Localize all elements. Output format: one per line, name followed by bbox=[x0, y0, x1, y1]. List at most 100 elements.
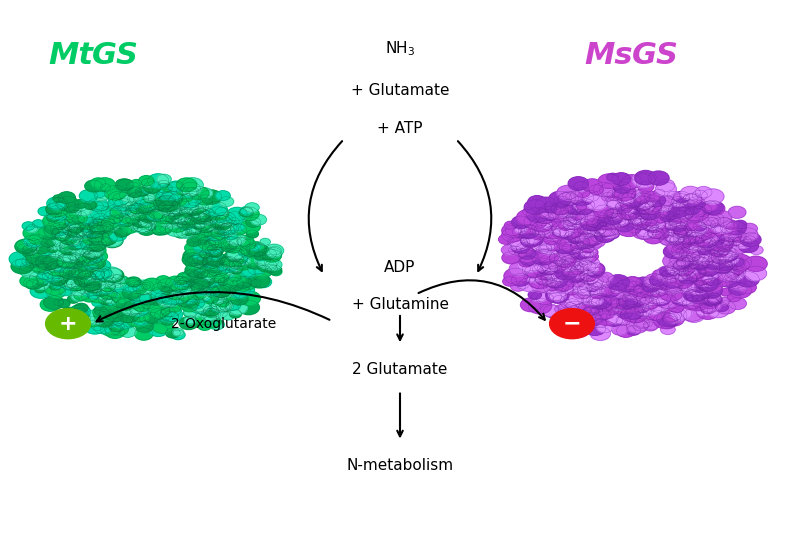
Circle shape bbox=[726, 221, 746, 235]
Circle shape bbox=[187, 209, 204, 220]
Circle shape bbox=[568, 271, 584, 282]
Circle shape bbox=[44, 266, 63, 279]
Circle shape bbox=[634, 318, 650, 328]
Circle shape bbox=[577, 210, 599, 225]
Circle shape bbox=[219, 215, 233, 224]
Circle shape bbox=[670, 306, 692, 320]
Circle shape bbox=[615, 280, 634, 293]
Circle shape bbox=[205, 202, 227, 216]
Circle shape bbox=[563, 220, 577, 230]
Circle shape bbox=[94, 178, 115, 192]
Circle shape bbox=[190, 226, 202, 234]
Circle shape bbox=[70, 210, 82, 218]
Circle shape bbox=[566, 322, 590, 338]
Circle shape bbox=[221, 270, 234, 279]
Circle shape bbox=[667, 224, 687, 238]
Circle shape bbox=[696, 274, 715, 287]
Circle shape bbox=[37, 264, 51, 273]
Circle shape bbox=[66, 227, 84, 240]
Circle shape bbox=[221, 223, 237, 233]
Circle shape bbox=[656, 287, 668, 295]
Circle shape bbox=[210, 263, 226, 274]
Circle shape bbox=[204, 226, 226, 241]
Circle shape bbox=[201, 289, 211, 296]
Circle shape bbox=[628, 216, 641, 225]
Circle shape bbox=[551, 202, 570, 215]
Circle shape bbox=[607, 200, 621, 209]
Circle shape bbox=[79, 190, 98, 202]
Circle shape bbox=[585, 278, 602, 289]
Circle shape bbox=[38, 279, 48, 286]
Circle shape bbox=[692, 295, 705, 303]
Circle shape bbox=[55, 233, 67, 241]
Circle shape bbox=[699, 280, 717, 292]
Circle shape bbox=[695, 187, 712, 198]
Circle shape bbox=[41, 238, 55, 247]
Circle shape bbox=[580, 271, 597, 281]
Circle shape bbox=[580, 280, 602, 295]
Circle shape bbox=[582, 190, 599, 202]
Circle shape bbox=[720, 288, 731, 296]
Circle shape bbox=[614, 189, 628, 198]
Circle shape bbox=[719, 297, 730, 305]
Circle shape bbox=[713, 255, 737, 270]
Circle shape bbox=[206, 261, 224, 273]
Circle shape bbox=[711, 250, 733, 264]
Circle shape bbox=[183, 281, 194, 288]
Circle shape bbox=[99, 305, 120, 319]
Circle shape bbox=[621, 207, 639, 219]
Circle shape bbox=[570, 243, 583, 251]
Text: ADP: ADP bbox=[384, 260, 416, 275]
Circle shape bbox=[77, 225, 94, 237]
Circle shape bbox=[567, 289, 591, 304]
Circle shape bbox=[64, 207, 81, 218]
Circle shape bbox=[132, 219, 153, 232]
Circle shape bbox=[666, 210, 689, 225]
Circle shape bbox=[72, 266, 90, 279]
Circle shape bbox=[67, 237, 81, 246]
Circle shape bbox=[157, 174, 171, 184]
Circle shape bbox=[202, 308, 221, 321]
Circle shape bbox=[662, 279, 683, 292]
Circle shape bbox=[679, 281, 697, 293]
Circle shape bbox=[563, 217, 576, 226]
Circle shape bbox=[532, 292, 547, 302]
Circle shape bbox=[676, 257, 690, 266]
Circle shape bbox=[84, 273, 96, 280]
Circle shape bbox=[586, 272, 609, 286]
Circle shape bbox=[578, 252, 593, 262]
Circle shape bbox=[624, 299, 643, 312]
Circle shape bbox=[617, 220, 641, 236]
Circle shape bbox=[109, 321, 125, 332]
Circle shape bbox=[716, 301, 735, 314]
Circle shape bbox=[227, 233, 246, 245]
Circle shape bbox=[26, 250, 47, 264]
Circle shape bbox=[191, 300, 210, 312]
Circle shape bbox=[695, 232, 718, 248]
Circle shape bbox=[138, 202, 156, 214]
Circle shape bbox=[562, 241, 582, 255]
Circle shape bbox=[139, 294, 156, 305]
Circle shape bbox=[110, 207, 128, 218]
Circle shape bbox=[637, 228, 653, 239]
Circle shape bbox=[98, 237, 111, 246]
Circle shape bbox=[185, 203, 203, 215]
Circle shape bbox=[108, 198, 123, 209]
Circle shape bbox=[114, 198, 132, 211]
Circle shape bbox=[69, 204, 82, 213]
Circle shape bbox=[210, 249, 222, 257]
Circle shape bbox=[221, 223, 232, 231]
Circle shape bbox=[543, 280, 562, 294]
Text: Mt: Mt bbox=[48, 41, 93, 70]
Circle shape bbox=[107, 311, 123, 322]
Circle shape bbox=[510, 262, 530, 276]
Circle shape bbox=[646, 223, 658, 231]
Circle shape bbox=[151, 286, 174, 301]
Circle shape bbox=[234, 255, 248, 263]
Circle shape bbox=[120, 218, 133, 227]
Circle shape bbox=[678, 235, 695, 247]
Circle shape bbox=[210, 287, 226, 297]
Circle shape bbox=[51, 276, 66, 286]
Circle shape bbox=[602, 193, 614, 201]
Circle shape bbox=[49, 247, 65, 258]
